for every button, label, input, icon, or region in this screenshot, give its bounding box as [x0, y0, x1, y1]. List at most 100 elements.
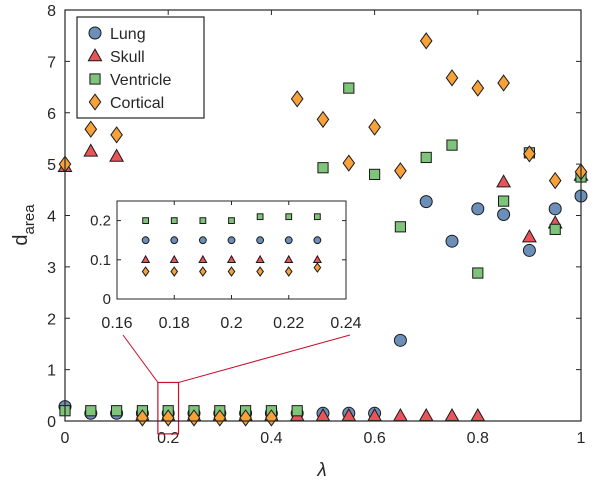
point-cortical [497, 74, 510, 92]
point-cortical [290, 90, 304, 108]
point-skull [521, 229, 537, 243]
y-axis-label: darea [10, 204, 38, 246]
point-ventricle [111, 405, 123, 417]
inset-x-tick-label: 0.18 [159, 315, 190, 332]
inset-point-ventricle [199, 217, 207, 224]
inset-point-cortical [256, 266, 264, 277]
inset-point-lung [170, 236, 179, 245]
point-lung [497, 207, 511, 221]
axis-tick-labels: 0 0.2 0.4 0.6 0.8 1 0 1 2 3 4 5 6 7 8 [47, 3, 585, 447]
y-tick-label: 6 [47, 106, 56, 123]
inset-y-tick-label: 0.2 [90, 213, 111, 230]
point-cortical [136, 409, 149, 427]
point-cortical [239, 409, 252, 427]
zoom-connector-left [122, 334, 159, 383]
x-tick-label: 0.8 [467, 430, 489, 447]
point-cortical [213, 409, 227, 427]
inset-point-skull [284, 254, 294, 264]
x-tick-label: 1 [577, 430, 586, 447]
y-tick-label: 4 [47, 209, 56, 226]
point-cortical [187, 409, 201, 427]
y-tick-label: 0 [47, 414, 56, 431]
inset-frame [116, 200, 347, 300]
legend-marker-ventricle [89, 73, 101, 85]
y-tick-label: 7 [47, 54, 56, 71]
point-lung [522, 243, 536, 257]
inset-point-ventricle [228, 217, 235, 224]
inset-point-skull [198, 254, 208, 264]
point-lung [548, 202, 562, 216]
inset-x-tick-label: 0.16 [101, 315, 132, 332]
inset-point-ventricle [170, 217, 178, 224]
point-ventricle [369, 168, 381, 181]
point-skull [109, 148, 125, 162]
point-cortical [161, 409, 175, 427]
y-tick-label: 3 [47, 260, 56, 277]
inset-y-tick-label: 0 [103, 291, 111, 308]
zoom-box [157, 381, 180, 435]
inset-point-ventricle [313, 213, 321, 221]
legend-marker-lung [88, 26, 102, 40]
point-ventricle [472, 267, 484, 279]
inset-y-tick-label: 0.1 [90, 252, 111, 269]
point-ventricle [394, 221, 406, 233]
y-tick-label: 8 [47, 3, 56, 20]
legend: Lung Skull Ventricle Cortical [76, 16, 205, 119]
inset-point-ventricle [142, 217, 150, 224]
inset-point-skull [226, 254, 237, 264]
point-ventricle [498, 195, 510, 207]
x-axis-label: λ [316, 460, 326, 481]
legend-marker-cortical [88, 93, 102, 111]
point-cortical [368, 118, 381, 136]
zoom-connector-right [178, 334, 351, 383]
inset-point-lung [284, 236, 293, 245]
point-lung [445, 234, 459, 248]
plot-frame [64, 9, 582, 422]
point-skull [496, 174, 512, 188]
legend-label-skull: Skull [110, 49, 145, 66]
x-tick-label: 0.2 [157, 430, 179, 447]
inset-point-cortical [170, 266, 179, 277]
inset-point-cortical [141, 266, 150, 277]
inset-point-cortical [227, 266, 236, 277]
point-cortical [394, 162, 407, 180]
inset-point-lung [198, 236, 207, 245]
point-cortical [445, 69, 459, 87]
inset-point-cortical [313, 262, 322, 273]
point-ventricle [291, 405, 303, 417]
y-tick-label: 2 [47, 311, 56, 328]
zoom-indicator [122, 334, 351, 435]
y-axis-label-main: d [10, 234, 32, 245]
legend-marker-skull [87, 48, 103, 62]
inset-point-lung [256, 236, 265, 245]
inset-point-ventricle [256, 213, 264, 221]
point-cortical [316, 110, 330, 129]
point-cortical [523, 145, 536, 163]
point-lung [471, 202, 485, 216]
point-skull [83, 143, 99, 157]
inset-x-tick-label: 0.22 [273, 315, 304, 332]
legend-label-cortical: Cortical [110, 95, 164, 112]
inset-point-skull [255, 254, 265, 264]
point-lung [419, 195, 433, 209]
inset-x-tick-label: 0.24 [330, 315, 361, 332]
inset-plot: 0.16 0.18 0.2 0.22 0.24 0 0.1 0.2 [90, 200, 362, 332]
point-cortical [471, 79, 485, 97]
point-ventricle [85, 405, 97, 417]
point-cortical [342, 154, 356, 172]
x-tick-label: 0.6 [363, 430, 385, 447]
point-lung [393, 333, 407, 347]
point-cortical [548, 171, 562, 190]
legend-label-lung: Lung [110, 26, 146, 43]
point-ventricle [343, 82, 355, 94]
point-ventricle [317, 162, 329, 174]
inset-point-skull [169, 254, 179, 264]
inset-x-tick-label: 0.2 [220, 315, 242, 332]
inset-point-lung [313, 236, 322, 245]
inset-point-cortical [284, 266, 293, 277]
y-tick-label: 5 [47, 157, 56, 174]
point-ventricle [549, 223, 561, 235]
x-tick-label: 0.4 [260, 430, 282, 447]
inset-point-lung [141, 236, 150, 245]
